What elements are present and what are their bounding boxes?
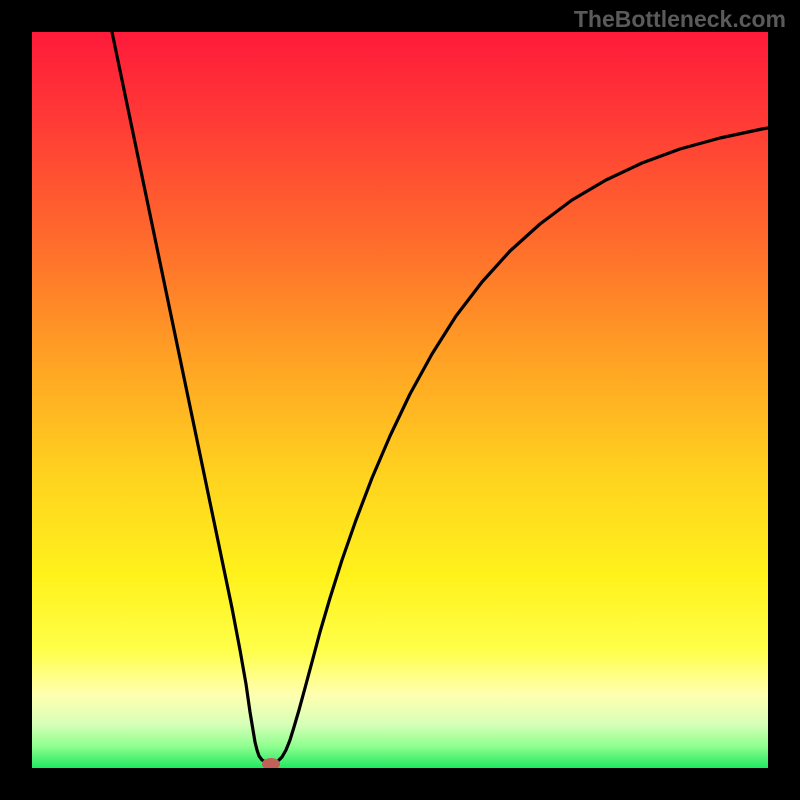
curve-path [112,32,768,763]
watermark-text: TheBottleneck.com [574,6,786,33]
bottleneck-curve [32,32,768,768]
plot-area [32,32,768,768]
optimum-marker [262,758,280,768]
